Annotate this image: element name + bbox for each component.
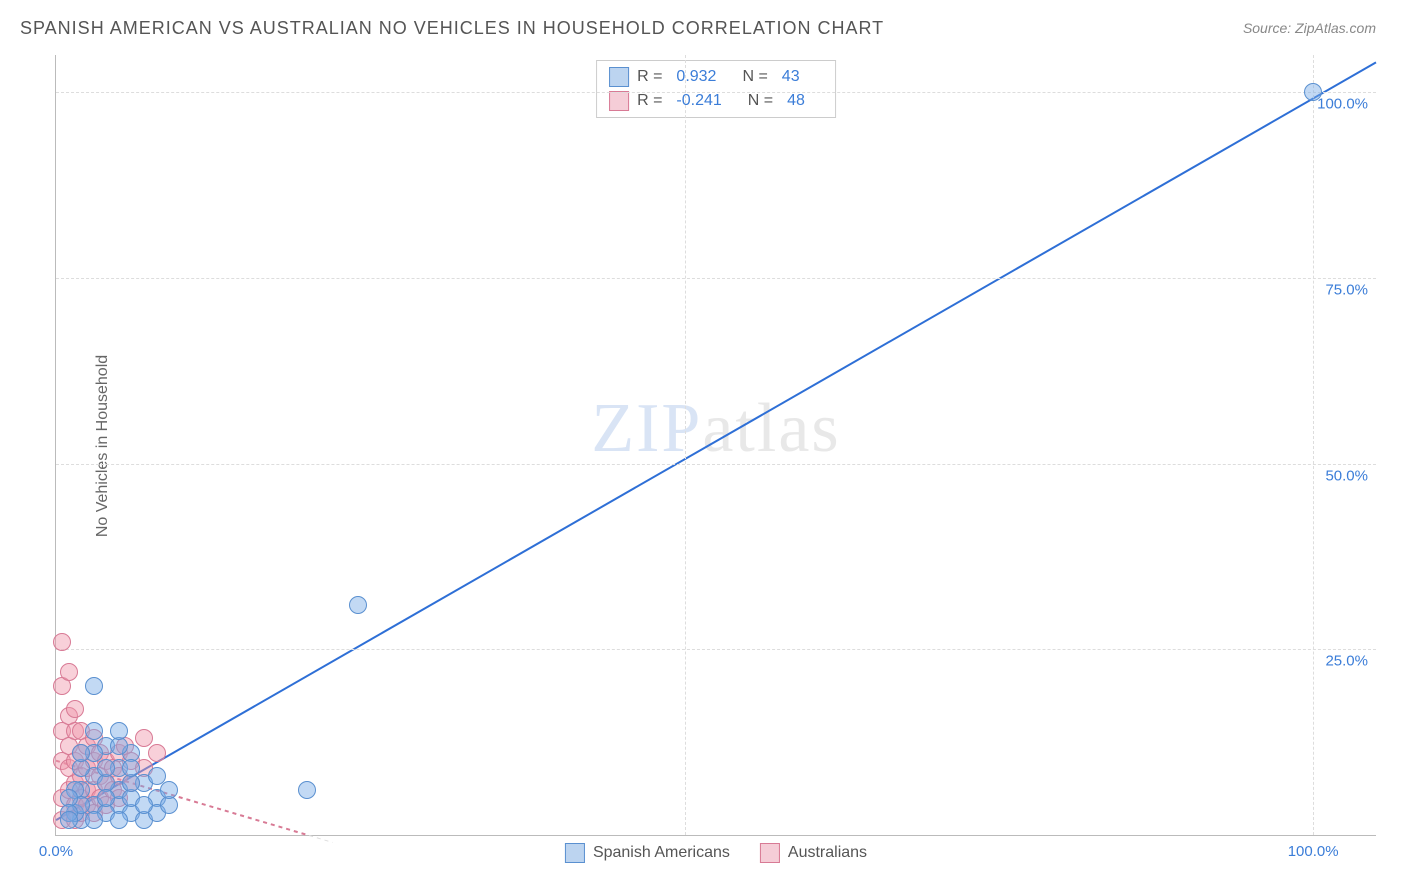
- trend-lines: [56, 55, 1376, 835]
- scatter-point: [110, 722, 128, 740]
- chart-plot-area: ZIPatlas R = 0.932 N = 43 R = -0.241 N =…: [55, 55, 1376, 836]
- scatter-point: [110, 811, 128, 829]
- scatter-point: [135, 729, 153, 747]
- scatter-point: [97, 789, 115, 807]
- x-tick-label: 0.0%: [39, 843, 73, 860]
- scatter-point: [135, 796, 153, 814]
- gridline-v: [685, 55, 686, 835]
- legend-label: Australians: [788, 844, 867, 862]
- series-legend: Spanish Americans Australians: [565, 843, 867, 863]
- y-tick-label: 50.0%: [1325, 467, 1368, 484]
- legend-swatch-icon: [760, 843, 780, 863]
- scatter-point: [60, 811, 78, 829]
- scatter-point: [148, 744, 166, 762]
- gridline-v: [1313, 55, 1314, 835]
- legend-label: Spanish Americans: [593, 844, 730, 862]
- gridline-h: [56, 278, 1376, 279]
- scatter-point: [349, 596, 367, 614]
- scatter-point: [85, 722, 103, 740]
- legend-item: Spanish Americans: [565, 843, 730, 863]
- legend-item: Australians: [760, 843, 867, 863]
- scatter-point: [160, 781, 178, 799]
- scatter-point: [97, 759, 115, 777]
- trend-line: [56, 62, 1376, 820]
- x-tick-label: 100.0%: [1288, 843, 1339, 860]
- scatter-point: [85, 677, 103, 695]
- y-tick-label: 75.0%: [1325, 281, 1368, 298]
- gridline-h: [56, 92, 1376, 93]
- scatter-point: [148, 767, 166, 785]
- source-label: Source: ZipAtlas.com: [1243, 20, 1376, 36]
- scatter-point: [66, 700, 84, 718]
- scatter-point: [85, 811, 103, 829]
- y-tick-label: 100.0%: [1317, 96, 1368, 113]
- gridline-h: [56, 464, 1376, 465]
- scatter-point: [1304, 83, 1322, 101]
- scatter-point: [60, 663, 78, 681]
- legend-swatch-icon: [565, 843, 585, 863]
- y-tick-label: 25.0%: [1325, 653, 1368, 670]
- scatter-point: [53, 633, 71, 651]
- scatter-point: [122, 759, 140, 777]
- gridline-h: [56, 649, 1376, 650]
- scatter-point: [298, 781, 316, 799]
- chart-title: SPANISH AMERICAN VS AUSTRALIAN NO VEHICL…: [20, 18, 884, 39]
- scatter-point: [72, 744, 90, 762]
